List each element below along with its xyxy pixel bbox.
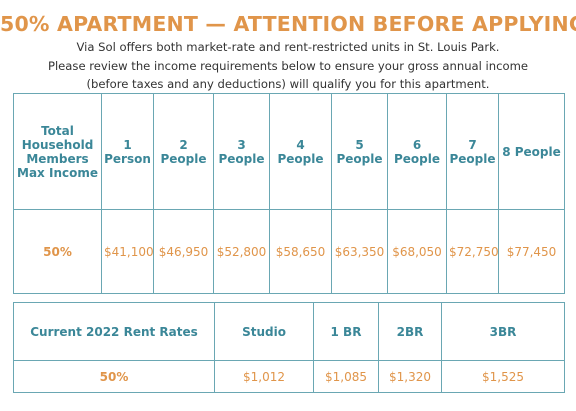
table-row: 50% $41,100 $46,950 $52,800 $58,650 $63,350 $6… bbox=[13, 209, 565, 294]
header-cell: Current 2022 Rent Rates bbox=[13, 302, 215, 361]
rent-table: Current 2022 Rent Rates Studio 1 BR 2BR 3BR 5… bbox=[13, 302, 565, 393]
data-cell: $1,525 bbox=[441, 360, 565, 393]
header-cell: 1 BR bbox=[313, 302, 379, 361]
header-cell: 5 People bbox=[331, 93, 388, 210]
header-cell: 7 People bbox=[446, 93, 499, 210]
data-cell: $77,450 bbox=[498, 209, 565, 294]
data-cell: $68,050 bbox=[387, 209, 447, 294]
table-row: Current 2022 Rent Rates Studio 1 BR 2BR 3BR bbox=[13, 302, 565, 361]
data-cell: $63,350 bbox=[331, 209, 388, 294]
data-cell: $58,650 bbox=[269, 209, 332, 294]
data-cell: 50% bbox=[13, 360, 215, 393]
data-cell: $52,800 bbox=[213, 209, 270, 294]
header-cell: 3BR bbox=[441, 302, 565, 361]
data-cell: $72,750 bbox=[446, 209, 499, 294]
data-cell: $46,950 bbox=[153, 209, 214, 294]
header-cell: 6 People bbox=[387, 93, 447, 210]
table-row: Total Household Members Max Income 1 Pers… bbox=[13, 93, 565, 210]
header-cell: 2BR bbox=[378, 302, 442, 361]
intro-line: Via Sol offers both market-rate and rent… bbox=[76, 40, 500, 54]
title: 50% APARTMENT — ATTENTION BEFORE APPLYIN… bbox=[0, 12, 576, 36]
header-cell: Studio bbox=[214, 302, 314, 361]
data-cell: $41,100 bbox=[101, 209, 154, 294]
header-cell: 2 People bbox=[153, 93, 214, 210]
header-cell: 3 People bbox=[213, 93, 270, 210]
data-cell: $1,012 bbox=[214, 360, 314, 393]
income-table: Total Household Members Max Income 1 Pers… bbox=[13, 93, 565, 294]
data-cell: $1,320 bbox=[378, 360, 442, 393]
header-cell: 8 People bbox=[498, 93, 565, 210]
header-cell: 4 People bbox=[269, 93, 332, 210]
table-row: 50% $1,012 $1,085 $1,320 $1,525 bbox=[13, 360, 565, 393]
intro-line: (before taxes and any deductions) will q… bbox=[86, 77, 490, 91]
header-cell: Total Household Members Max Income bbox=[13, 93, 102, 210]
data-cell: $1,085 bbox=[313, 360, 379, 393]
header-cell: 1 Person bbox=[101, 93, 154, 210]
intro-line: Please review the income requirements be… bbox=[47, 59, 529, 73]
data-cell: 50% bbox=[13, 209, 102, 294]
